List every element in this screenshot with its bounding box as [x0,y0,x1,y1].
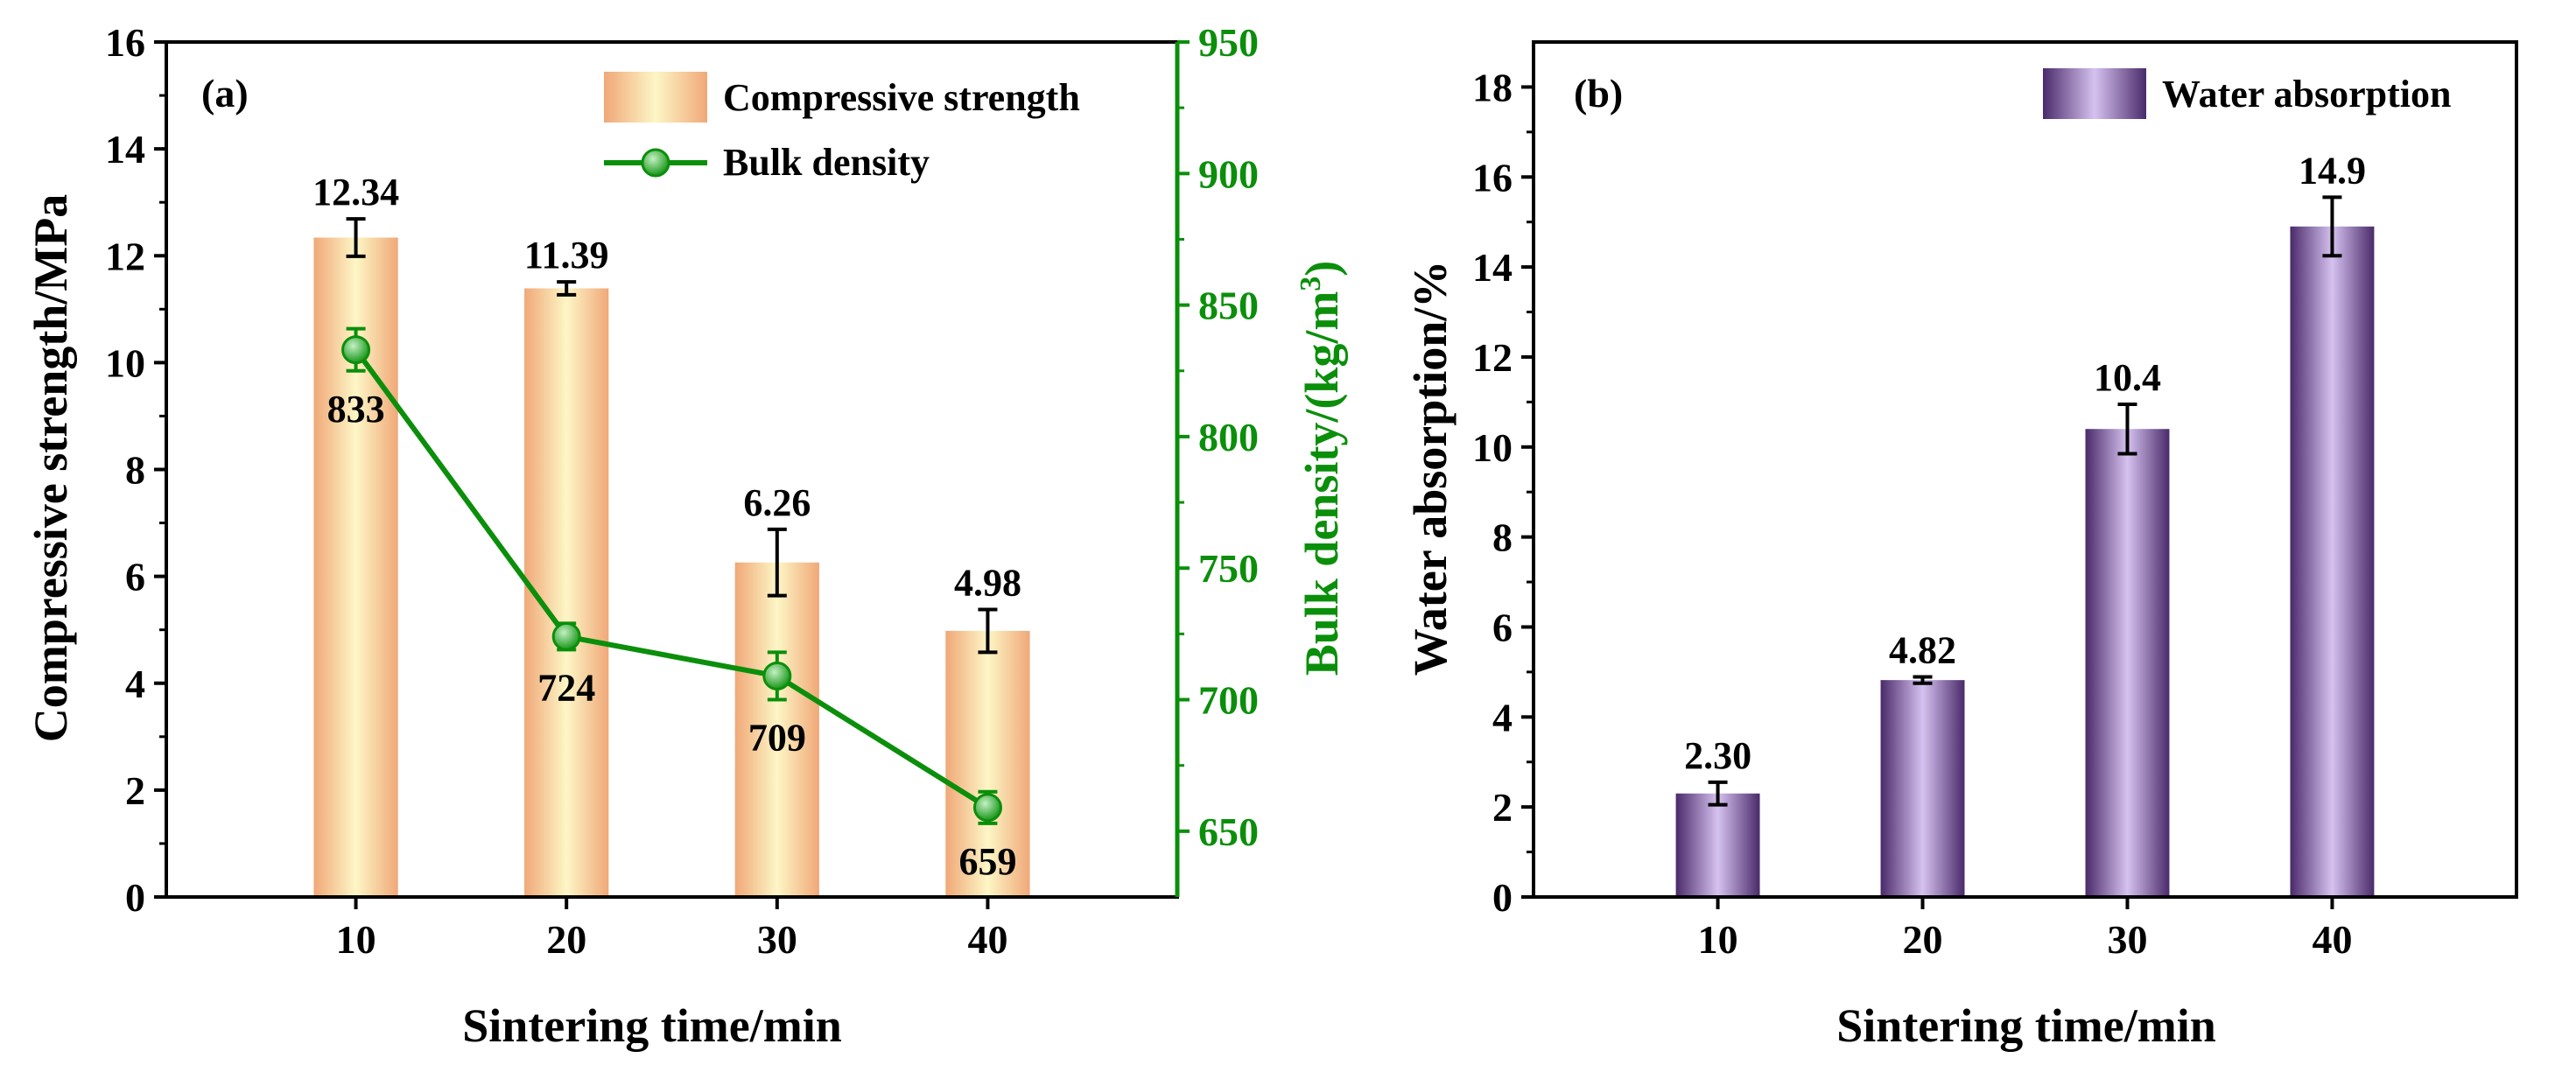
right-y-ticks: 650 700 750 800 850 900 950 [1177,20,1259,854]
y-axis-title-left: Compressive strength/MPa [25,194,77,742]
y-tick-label-b: 4 [1492,695,1513,739]
left-y-tick-label: 16 [105,20,145,65]
x-tick-label-a: 30 [757,917,797,962]
y-tick-label-b: 10 [1472,425,1513,470]
x-tick-label-b: 40 [2312,917,2352,962]
legend-label-density: Bulk density [723,141,930,184]
absorption-error-bars [1708,195,2342,807]
y-tick-label-b: 8 [1492,515,1513,560]
x-tick-label-a: 20 [546,917,586,962]
strength-value-labels: 12.34 11.39 6.26 4.98 [312,171,1021,604]
left-y-tick-label: 14 [105,127,145,172]
strength-value-label: 4.98 [954,561,1021,604]
absorption-value-labels: 2.30 4.82 10.4 14.9 [1684,149,2366,776]
y-tick-label-b: 6 [1492,605,1513,649]
y-tick-label-b: 18 [1472,65,1513,109]
left-y-tick-label: 12 [105,234,145,278]
right-y-tick-label: 750 [1198,546,1259,591]
right-y-tick-label: 850 [1198,284,1259,328]
x-tick-label-a: 10 [336,917,376,962]
panel-b-axes [1532,40,2518,899]
plot-frame-b [1532,40,2518,899]
absorption-bar [1675,793,1760,897]
strength-value-label: 12.34 [312,171,399,214]
strength-error-bars [346,217,998,655]
left-y-tick-label: 0 [125,875,145,920]
absorption-bar [1880,680,1965,897]
left-y-ticks: 0 2 4 6 8 10 12 14 16 [105,20,166,920]
strength-value-label: 6.26 [743,481,811,524]
y-tick-label-b: 14 [1472,245,1513,290]
left-y-tick-label: 10 [105,340,145,385]
left-y-tick-label: 8 [125,448,145,493]
right-y-tick-label: 950 [1198,20,1259,65]
y2-title-text: Bulk density/(kg/m [1295,291,1348,676]
absorption-value-label: 4.82 [1889,629,1956,672]
density-series-line [354,347,990,810]
x-ticks-a: 10 20 30 40 [336,897,1007,962]
y-axis-title-b: Water absorption/% [1404,261,1456,676]
strength-bars [313,237,1030,897]
legend-swatch-density-marker [641,148,670,178]
right-y-tick-label: 700 [1198,678,1259,723]
panel-label-b: (b) [1574,71,1623,116]
x-axis-title-a: Sintering time/min [462,999,841,1052]
legend-swatch-absorption [2043,68,2146,119]
left-y-tick-label: 4 [125,662,145,706]
x-ticks-b: 10 20 30 40 [1698,897,2352,962]
density-line [341,326,1002,825]
y-tick-label-b: 2 [1492,785,1513,830]
legend-b: Water absorption [2043,68,2451,119]
right-y-tick-label: 650 [1198,809,1259,854]
strength-bar [524,288,609,897]
legend-swatch-strength [604,72,707,123]
absorption-value-label: 2.30 [1684,734,1751,777]
absorption-bar [2085,429,2170,897]
x-tick-label-b: 30 [2107,917,2147,962]
x-tick-label-a: 40 [967,917,1007,962]
density-point [762,661,792,690]
strength-value-label: 11.39 [524,234,609,277]
x-tick-label-b: 10 [1698,917,1738,962]
x-axis-title-b: Sintering time/min [1836,999,2215,1052]
absorption-bars [1675,226,2375,898]
strength-bar [734,562,819,897]
absorption-value-label: 14.9 [2299,149,2366,192]
y2-title-close: ) [1295,261,1348,277]
left-y-tick-label: 2 [125,768,145,813]
density-value-labels: 833 724 709 659 [327,388,1017,883]
legend-a: Compressive strength Bulk density [604,72,1080,184]
density-point [972,793,1002,823]
density-value-label: 724 [537,666,595,709]
y-tick-label-b: 0 [1492,875,1513,920]
panel-b: 2.30 4.82 10.4 14.9 0 2 4 6 8 10 12 14 16 18 10 20 30 4… [1404,40,2518,1052]
legend-label-absorption: Water absorption [2162,73,2451,116]
y-axis-title-right: Bulk density/(kg/m3) [1295,261,1348,676]
absorption-bar [2290,226,2375,898]
absorption-value-label: 10.4 [2094,356,2161,399]
density-point [341,335,371,365]
panel-label-a: (a) [201,71,249,116]
x-tick-label-b: 20 [1903,917,1943,962]
density-point [551,621,581,651]
y-ticks-b: 0 2 4 6 8 10 12 14 16 18 [1472,65,1534,920]
y2-title-superscript: 3 [1295,277,1327,291]
density-value-label: 659 [958,840,1016,883]
right-y-tick-label: 900 [1198,151,1259,196]
density-value-label: 709 [748,717,806,760]
strength-bar [945,630,1030,897]
legend-label-strength: Compressive strength [723,76,1080,119]
density-value-label: 833 [327,388,385,431]
y-tick-label-b: 12 [1472,335,1513,380]
left-y-tick-label: 6 [125,555,145,599]
y-tick-label-b: 16 [1472,155,1513,200]
right-y-tick-label: 800 [1198,415,1259,459]
